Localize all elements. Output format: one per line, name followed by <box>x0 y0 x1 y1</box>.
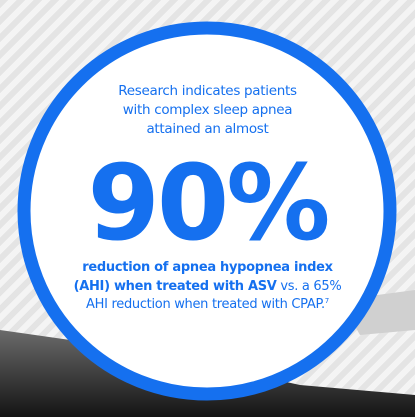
headline-stat: 90% <box>0 143 415 263</box>
intro: Research indicates patients with complex… <box>113 82 303 139</box>
intro-text: Research indicates patients with complex… <box>0 82 415 139</box>
footnote-ref: 7 <box>325 297 329 305</box>
graphic: Research indicates patients with complex… <box>0 0 415 417</box>
result-text: reduction of apnea hypopnea index (AHI) … <box>0 259 415 315</box>
